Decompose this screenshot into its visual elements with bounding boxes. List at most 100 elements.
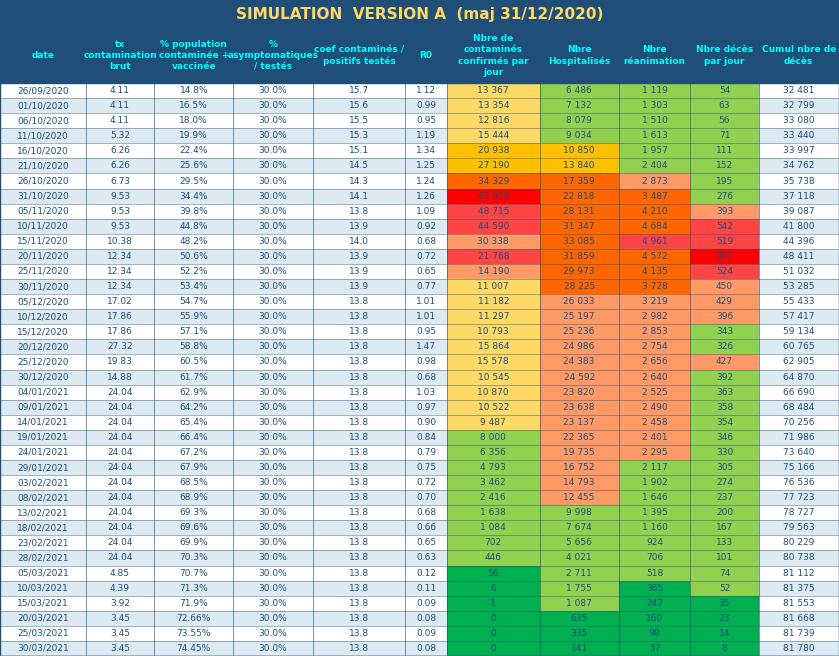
Text: 64 870: 64 870 — [783, 373, 815, 382]
Text: 60 765: 60 765 — [783, 342, 815, 352]
Text: 30.0%: 30.0% — [258, 569, 288, 577]
Text: 24 383: 24 383 — [564, 358, 595, 367]
Text: 16.5%: 16.5% — [180, 101, 208, 110]
Bar — [539, 128, 619, 143]
Bar — [154, 490, 233, 505]
Bar — [690, 460, 758, 475]
Bar — [0, 400, 86, 415]
Bar — [619, 460, 690, 475]
Bar — [233, 611, 313, 626]
Bar — [154, 188, 233, 203]
Bar — [313, 611, 405, 626]
Text: 9 487: 9 487 — [481, 418, 506, 427]
Bar — [0, 83, 86, 98]
Bar — [154, 249, 233, 264]
Text: 15/03/2021: 15/03/2021 — [17, 599, 69, 607]
Text: 0.92: 0.92 — [416, 222, 436, 231]
Text: 12 455: 12 455 — [564, 493, 595, 502]
Text: Nbre de
contaminés
confirmés par
jour: Nbre de contaminés confirmés par jour — [458, 34, 529, 77]
Text: 1 303: 1 303 — [642, 101, 668, 110]
Bar — [233, 460, 313, 475]
Bar — [233, 565, 313, 581]
Text: 4.11: 4.11 — [110, 116, 130, 125]
Text: 2 117: 2 117 — [642, 463, 668, 472]
Text: 24 986: 24 986 — [564, 342, 595, 352]
Text: 111: 111 — [716, 146, 733, 155]
Bar — [619, 98, 690, 113]
Text: 10/11/2020: 10/11/2020 — [17, 222, 69, 231]
Bar — [233, 400, 313, 415]
Bar — [447, 354, 539, 369]
Bar — [86, 626, 154, 641]
Bar — [690, 218, 758, 234]
Bar — [154, 596, 233, 611]
Bar — [619, 294, 690, 309]
Bar — [619, 143, 690, 158]
Bar — [154, 354, 233, 369]
Text: 195: 195 — [716, 176, 733, 186]
Text: 24.04: 24.04 — [107, 418, 133, 427]
Text: 44 590: 44 590 — [477, 222, 509, 231]
Bar — [405, 369, 447, 384]
Bar — [0, 460, 86, 475]
Bar — [758, 143, 839, 158]
Bar — [447, 505, 539, 520]
Text: 1.01: 1.01 — [416, 312, 436, 321]
Text: 53 285: 53 285 — [783, 282, 815, 291]
Text: 55.9%: 55.9% — [180, 312, 208, 321]
Bar — [154, 83, 233, 98]
Bar — [758, 264, 839, 279]
Bar — [233, 113, 313, 128]
Text: 57.1%: 57.1% — [180, 327, 208, 337]
Bar — [619, 535, 690, 550]
Bar — [86, 415, 154, 430]
Bar — [447, 98, 539, 113]
Bar — [447, 234, 539, 249]
Bar — [154, 475, 233, 490]
Bar — [758, 324, 839, 339]
Bar — [0, 565, 86, 581]
Bar — [405, 173, 447, 188]
Bar — [539, 188, 619, 203]
Text: 25 197: 25 197 — [564, 312, 595, 321]
Bar — [619, 490, 690, 505]
Bar — [447, 128, 539, 143]
Text: 21/10/2020: 21/10/2020 — [17, 161, 69, 171]
Bar — [539, 430, 619, 445]
Text: 31/10/2020: 31/10/2020 — [17, 192, 69, 201]
Bar — [758, 520, 839, 535]
Bar — [233, 641, 313, 656]
Bar — [86, 611, 154, 626]
Bar — [539, 113, 619, 128]
Text: 0.65: 0.65 — [416, 267, 436, 276]
Text: 1 957: 1 957 — [642, 146, 668, 155]
Text: 20/11/2020: 20/11/2020 — [17, 252, 69, 261]
Bar — [690, 415, 758, 430]
Text: 0: 0 — [490, 629, 496, 638]
Text: 30.0%: 30.0% — [258, 342, 288, 352]
Bar — [405, 128, 447, 143]
Text: 3.45: 3.45 — [110, 644, 130, 653]
Text: 1.01: 1.01 — [416, 297, 436, 306]
Bar — [86, 565, 154, 581]
Bar — [233, 550, 313, 565]
Bar — [154, 505, 233, 520]
Text: 34 762: 34 762 — [783, 161, 815, 171]
Bar — [758, 596, 839, 611]
Text: 0.11: 0.11 — [416, 584, 436, 592]
Text: 81 553: 81 553 — [783, 599, 815, 607]
Text: 19.9%: 19.9% — [180, 131, 208, 140]
Text: 28 131: 28 131 — [564, 207, 595, 216]
Bar — [758, 626, 839, 641]
Bar — [86, 203, 154, 218]
Bar — [690, 158, 758, 173]
Text: 56: 56 — [719, 116, 730, 125]
Bar — [690, 234, 758, 249]
Text: 24.04: 24.04 — [107, 433, 133, 442]
Text: 18/02/2021: 18/02/2021 — [17, 523, 69, 532]
Text: 63: 63 — [719, 101, 730, 110]
Text: 20/03/2021: 20/03/2021 — [17, 614, 69, 623]
Text: 28/02/2021: 28/02/2021 — [17, 554, 69, 562]
Text: 803: 803 — [716, 252, 733, 261]
Bar — [758, 218, 839, 234]
